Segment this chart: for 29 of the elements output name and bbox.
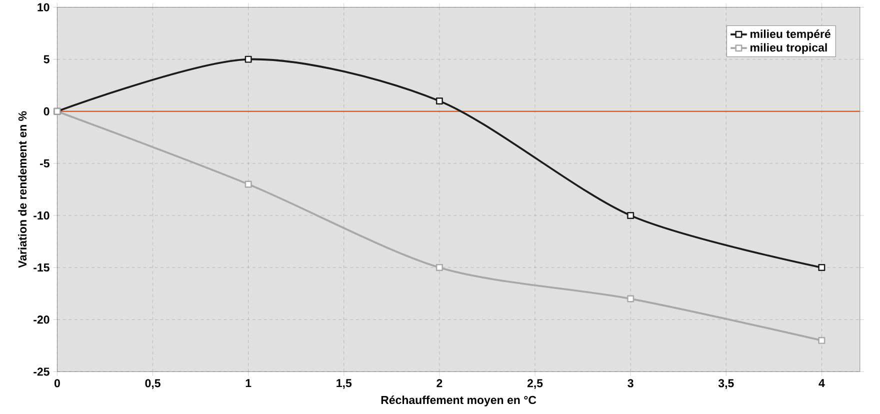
x-tick-label: 2 — [436, 379, 442, 388]
legend-label: milieu tempéré — [750, 30, 830, 40]
x-tick-label: 3,5 — [718, 379, 734, 389]
point — [436, 264, 443, 272]
point — [818, 336, 826, 344]
x-tick-label: 2,5 — [527, 379, 543, 389]
x-tick-label: 0 — [54, 379, 60, 388]
y-tick-label: 5 — [44, 55, 50, 64]
x-tick-label: 3 — [628, 379, 634, 388]
x-axis-title: Réchauffement moyen en °C — [381, 396, 536, 406]
y-axis-title: Variation de rendement en % — [18, 111, 27, 268]
x-tick-label: 4 — [818, 379, 825, 388]
legend-label: milieu tropical — [750, 43, 827, 54]
point — [244, 180, 252, 188]
y-tick-label: -5 — [40, 159, 50, 168]
y-tick-label: -25 — [34, 368, 50, 376]
y-tick-label: 0 — [44, 107, 50, 116]
point — [627, 295, 634, 302]
y-tick-label: -10 — [34, 211, 50, 220]
x-tick-label: 1 — [246, 379, 252, 388]
x-tick-label: 0,5 — [145, 379, 160, 389]
x-tick-label: 1,5 — [336, 379, 352, 389]
point — [818, 264, 826, 272]
point — [244, 56, 252, 63]
y-tick-label: 10 — [38, 3, 50, 12]
point — [436, 98, 443, 105]
y-tick-label: -20 — [34, 316, 50, 324]
point — [627, 212, 634, 220]
y-tick-label: -15 — [34, 264, 50, 272]
